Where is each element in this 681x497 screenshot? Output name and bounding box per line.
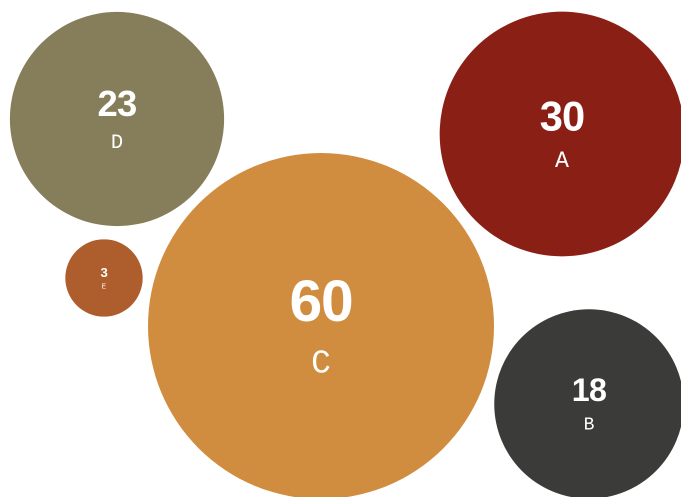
bubble-d: 23 D [9,11,225,227]
bubble-value-a: 30 [540,92,585,139]
bubble-value-d: 23 [97,83,136,124]
bubble-label-a: A [555,148,569,174]
bubble-e: 3E [65,239,143,317]
bubble-circle-c [148,153,494,497]
bubble-a: 30 A [439,11,681,257]
bubble-label-b: B [584,416,595,436]
bubble-value-e: 3 [100,265,107,280]
bubble-circle-d [9,11,225,227]
bubble-circle-e [65,239,143,317]
bubble-b: 18 B [494,309,681,497]
bubble-c: 60 C [148,153,494,497]
bubble-circle-b [494,309,681,497]
bubble-label-e: E [102,283,106,291]
bubble-value-c: 60 [289,269,352,334]
bubble-label-c: C [311,346,331,383]
bubble-value-b: 18 [572,372,607,408]
bubble-circle-a [439,11,681,257]
bubble-label-d: D [111,132,123,155]
